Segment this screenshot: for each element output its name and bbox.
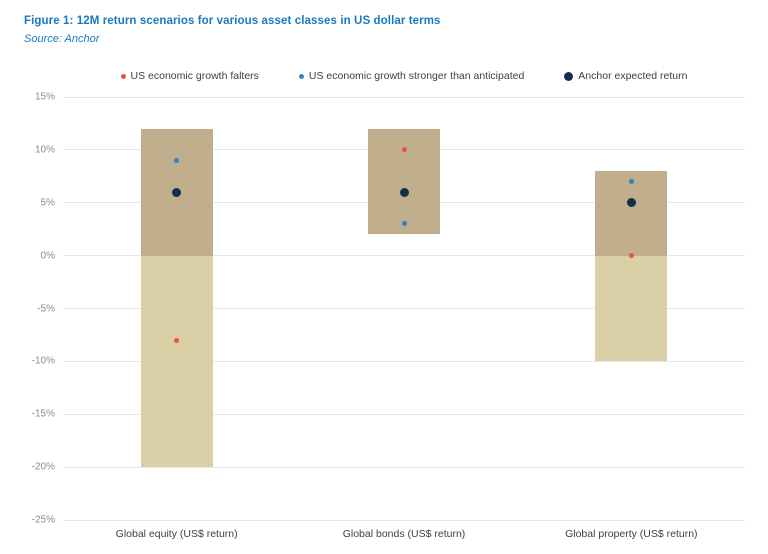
bar-range-below-zero [140,255,213,468]
chart-legend: US economic growth falters US economic g… [63,68,745,84]
y-tick-label: -5% [37,303,55,314]
y-tick-label: 10% [34,144,55,156]
gridline [63,96,745,98]
blue-dot-icon [298,73,304,79]
x-axis-category-label: Global property (US$ return) [565,528,698,540]
point-expected-return [172,187,182,197]
bar-range-above-zero [595,171,668,256]
gridline [63,466,745,468]
figure-source: Source: Anchor [24,33,100,45]
y-tick-label: -15% [31,408,55,420]
legend-item-growth-falters: US economic growth falters [120,70,259,82]
plot-area [63,96,745,521]
bar-range-below-zero [595,255,668,362]
gridline [63,308,745,309]
legend-item-growth-stronger: US economic growth stronger than anticip… [298,70,525,82]
x-axis-category-label: Global bonds (US$ return) [342,528,466,540]
y-tick-label: 5% [40,197,55,209]
gridline [63,413,745,415]
gridline [63,360,745,362]
x-axis-category-label: Global equity (US$ return) [115,528,238,540]
y-tick-label: -25% [31,514,55,526]
y-tick-label: 15% [34,91,55,103]
point-growth-stronger [628,179,634,185]
bar-range-above-zero [368,128,440,235]
point-growth-falters [401,147,407,153]
point-growth-stronger [401,221,407,227]
y-axis-ticks: 15% 10% 5% 0% -5% -10% -15% -20% -25% [0,92,55,526]
point-expected-return [399,187,409,197]
point-growth-falters [628,253,634,259]
legend-label-expected-return: Anchor expected return [578,70,688,82]
y-tick-label: -20% [31,461,55,473]
navy-dot-icon [564,71,574,81]
figure-title: Figure 1: 12M return scenarios for vario… [24,15,441,27]
point-expected-return [626,198,636,208]
red-dot-icon [120,73,126,79]
point-growth-stronger [174,157,180,163]
legend-label-growth-stronger: US economic growth stronger than anticip… [308,70,525,82]
gridline [63,255,745,257]
legend-item-expected-return: Anchor expected return [564,70,687,82]
legend-label-growth-falters: US economic growth falters [130,70,259,82]
x-axis-labels: Global equity (US$ return) Global bonds (… [63,528,745,544]
point-growth-falters [174,337,180,343]
y-tick-label: -10% [31,355,55,367]
y-tick-label: 0% [40,250,55,262]
gridline [63,519,745,521]
